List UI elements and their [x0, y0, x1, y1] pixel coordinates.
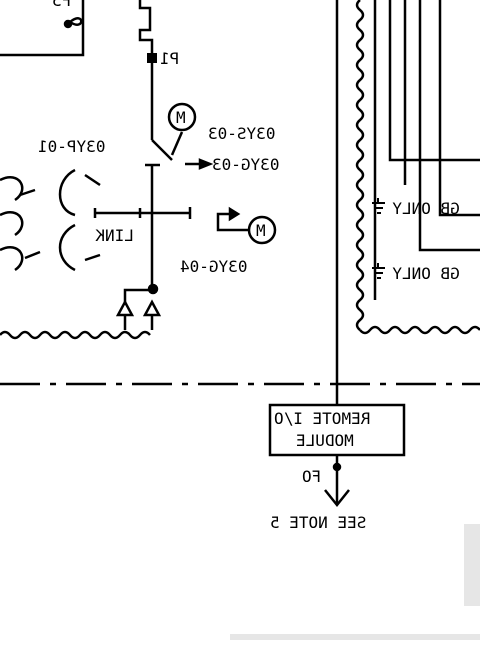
label-gb-only-1: GB ONLY: [392, 199, 460, 218]
label-fo: FO: [302, 467, 321, 486]
label-p1: P1: [160, 49, 179, 68]
motor-03yg-04: [216, 206, 277, 245]
fo-arrow: [324, 489, 350, 508]
wavy-border-right-vertical: [355, 0, 365, 331]
ground-symbols: [372, 198, 385, 279]
wavy-border-left: [0, 330, 151, 340]
grey-strip: [230, 634, 480, 640]
p1-terminal: [147, 53, 157, 63]
valve-03yg-03: [185, 158, 214, 170]
diode-pair: [115, 283, 162, 330]
left-coils: [0, 168, 101, 272]
label-03yp-01: 03YP-01: [38, 137, 105, 156]
wavy-border-right: [359, 325, 480, 335]
fo-node: [332, 462, 342, 472]
grey-panel: [464, 524, 480, 606]
label-gb-only-2: GB ONLY: [392, 264, 460, 283]
label-link: LINK: [95, 226, 134, 245]
motor-label: M: [256, 221, 266, 240]
p1-branch: [138, 0, 173, 161]
label-f5: F5: [52, 0, 71, 10]
label-see-note: SEE NOTE 5: [270, 513, 366, 532]
motor-label: M: [176, 108, 186, 127]
label-03ys-03: 03YS-03: [208, 124, 275, 143]
link-bus: [93, 207, 192, 219]
remote-io-line2: MODULE: [296, 431, 354, 450]
label-03yg-03: 03YG-03: [212, 155, 279, 174]
label-03yg-04: 03YG-04: [180, 257, 247, 276]
remote-io-line1: REMOTE I/O: [274, 409, 370, 428]
motor-03ys-03: [167, 102, 197, 156]
right-panel-lines: [373, 0, 480, 300]
coil-f5: [0, 0, 85, 57]
